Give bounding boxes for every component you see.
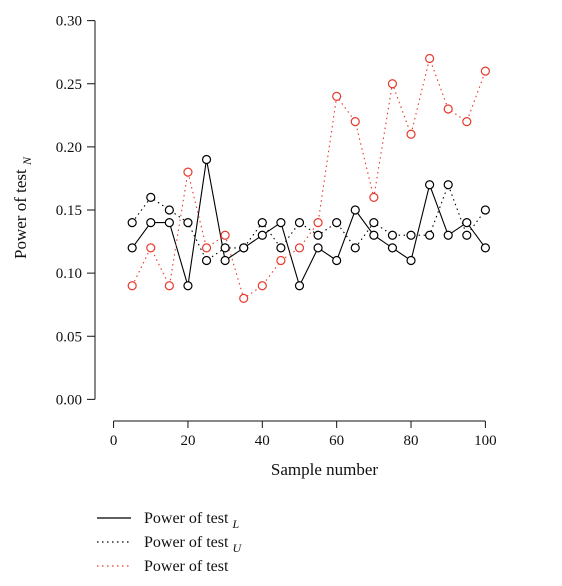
data-point-s3 [257,281,267,291]
data-point-s1 [350,205,360,215]
data-point-s2 [425,230,435,240]
data-point-s1 [313,243,323,253]
series-points [127,53,490,303]
data-point-s2 [313,230,323,240]
y-tick-label: 0.10 [56,266,82,282]
data-point-s3 [406,129,416,139]
data-point-s1 [201,154,212,165]
y-tick-label: 0.25 [56,77,82,93]
data-point-s2 [443,180,453,190]
y-tick-label: 0.20 [56,140,82,156]
data-point-s1 [462,218,472,228]
x-tick-label: 60 [329,433,344,449]
data-point-s3 [332,91,342,101]
data-point-s3 [313,218,323,228]
data-point-s3 [201,243,212,253]
data-point-s2 [276,243,286,253]
data-point-s3 [425,53,435,64]
legend-label-3: Power of test [144,558,229,575]
data-point-s2 [332,218,342,228]
y-axis-label: Power of test N [11,156,34,259]
data-point-s2 [201,255,212,266]
data-point-s1 [294,281,305,291]
legend-label-1: Power of test L [144,510,239,531]
x-tick-label: 0 [110,433,118,449]
y-tick-label: 0.30 [56,14,82,30]
data-point-s2 [294,218,305,228]
data-point-s3 [276,255,286,266]
data-point-s3 [146,243,156,253]
data-point-s2 [480,205,490,215]
data-point-s3 [294,243,305,253]
data-point-s2 [350,243,360,253]
data-point-s3 [462,117,472,127]
data-point-s3 [443,104,453,114]
data-point-s1 [257,230,267,240]
data-point-s1 [369,230,379,240]
data-point-s1 [332,255,342,266]
data-point-s3 [387,79,398,89]
data-point-s3 [183,167,193,177]
axes: 0 20 40 60 80 100 0.00 0.05 0.10 0.15 0.20 0.25 0.30… [11,14,497,479]
data-point-s1 [164,218,174,228]
data-point-s2 [406,230,416,240]
data-point-s1 [220,255,230,266]
data-point-s1 [276,218,286,228]
data-point-s1 [183,281,193,291]
series-lines [131,56,486,300]
data-point-s2 [146,192,156,202]
data-point-s1 [443,230,453,240]
series-line-3 [131,56,486,300]
legend: Power of test L Power of test U Power of t… [97,510,242,575]
data-point-s3 [220,230,230,240]
x-tick-label: 40 [255,433,270,449]
x-tick-label: 100 [474,433,497,449]
data-point-s3 [127,281,137,291]
series-line-1 [131,159,486,288]
data-point-s2 [387,230,398,240]
x-tick-label: 20 [180,433,195,449]
data-point-s2 [183,218,193,228]
data-point-s2 [164,205,174,215]
data-point-s2 [220,243,230,253]
data-point-s2 [239,243,249,253]
x-axis-label: Sample number [271,460,379,479]
data-point-s1 [127,243,137,253]
x-tick-label: 80 [404,433,419,449]
data-point-s3 [350,117,360,127]
y-tick-label: 0.00 [56,392,82,408]
data-point-s3 [480,66,490,76]
y-tick-label: 0.05 [56,329,82,345]
data-point-s3 [164,281,174,291]
data-point-s2 [127,218,137,228]
data-point-s1 [387,243,398,253]
data-point-s1 [480,243,490,253]
data-point-s2 [257,218,267,228]
data-point-s3 [239,293,249,303]
data-point-s1 [425,180,435,190]
data-point-s2 [462,230,472,240]
y-tick-label: 0.15 [56,203,82,219]
data-point-s1 [406,255,416,266]
data-point-s2 [369,218,379,228]
data-point-s1 [146,218,156,228]
legend-label-2: Power of test U [144,534,242,555]
data-point-s3 [369,192,379,202]
